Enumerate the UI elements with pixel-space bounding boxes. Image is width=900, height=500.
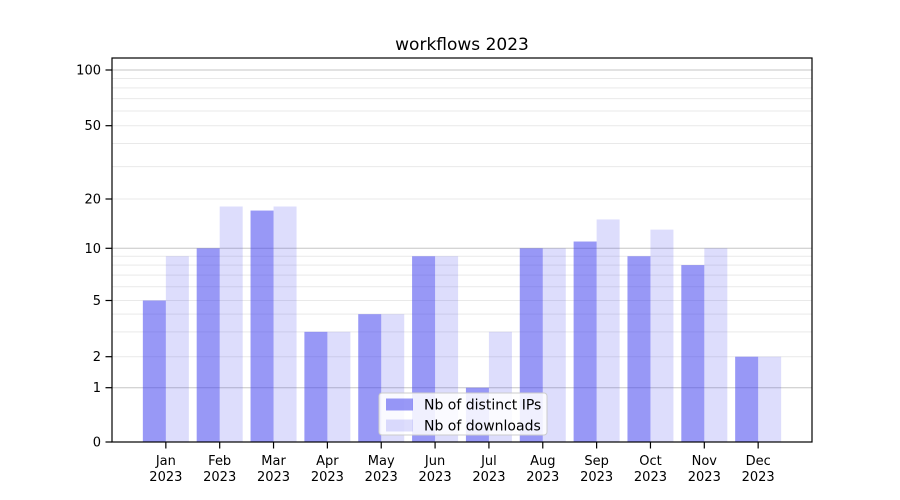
x-tick-label-jan: Jan [155, 454, 176, 469]
legend-swatch-distinct-ips [386, 398, 413, 411]
y-tick-label-50: 50 [84, 119, 101, 134]
bar-downloads-oct [650, 229, 674, 442]
bar-distinct-ips-oct [627, 256, 651, 442]
x-tick-label-sep-year: 2023 [580, 470, 613, 485]
y-tick-label-2: 2 [93, 350, 101, 365]
legend-label-downloads: Nb of downloads [424, 419, 541, 435]
y-tick-label-100: 100 [76, 64, 101, 79]
bar-downloads-dec [758, 356, 782, 442]
legend-label-distinct-ips: Nb of distinct IPs [424, 398, 541, 414]
labels-layer: 0125102050100Jan2023Feb2023Mar2023Apr202… [76, 64, 775, 486]
x-tick-label-jul: Jul [480, 454, 497, 469]
legend-box [378, 392, 548, 436]
y-tick-label-1: 1 [93, 381, 101, 396]
x-tick-label-feb-year: 2023 [203, 470, 236, 485]
x-tick-label-jun-year: 2023 [419, 470, 452, 485]
plot-border [111, 57, 813, 443]
bar-distinct-ips-may [358, 314, 382, 442]
x-tick-label-mar: Mar [261, 454, 286, 469]
x-tick-label-apr: Apr [316, 454, 339, 469]
x-tick-label-nov: Nov [692, 454, 718, 469]
x-tick-label-oct-year: 2023 [634, 470, 667, 485]
x-tick-label-aug-year: 2023 [526, 470, 559, 485]
x-tick-label-feb: Feb [208, 454, 231, 469]
y-tick-label-0: 0 [93, 436, 101, 451]
x-tick-label-jan-year: 2023 [149, 470, 182, 485]
bar-distinct-ips-nov [681, 265, 705, 442]
chart-title: workflows 2023 [395, 35, 529, 55]
axes-layer [105, 57, 813, 449]
bar-distinct-ips-feb [196, 248, 220, 442]
x-tick-label-apr-year: 2023 [311, 470, 344, 485]
x-tick-label-may-year: 2023 [365, 470, 398, 485]
x-tick-label-jul-year: 2023 [472, 470, 505, 485]
y-tick-label-20: 20 [84, 193, 101, 208]
bar-downloads-sep [596, 219, 620, 442]
legend-swatch-downloads [386, 419, 413, 432]
y-tick-label-5: 5 [93, 294, 101, 309]
bar-distinct-ips-sep [573, 241, 597, 442]
x-tick-label-oct: Oct [639, 454, 661, 469]
bar-downloads-jan [165, 256, 189, 442]
bar-distinct-ips-mar [250, 210, 274, 442]
y-tick-label-10: 10 [84, 242, 101, 257]
x-tick-label-dec-year: 2023 [742, 470, 775, 485]
bar-downloads-feb [219, 206, 243, 442]
x-tick-label-aug: Aug [530, 454, 555, 469]
x-tick-label-jun: Jun [424, 454, 445, 469]
x-tick-label-may: May [368, 454, 395, 469]
x-tick-label-dec: Dec [746, 454, 771, 469]
legend: Nb of distinct IPs Nb of downloads [378, 392, 548, 436]
bar-downloads-mar [273, 206, 297, 442]
grid-layer [112, 69, 812, 389]
bar-downloads-nov [704, 248, 728, 442]
x-tick-label-mar-year: 2023 [257, 470, 290, 485]
bar-downloads-apr [327, 331, 351, 442]
bar-distinct-ips-dec [735, 356, 759, 442]
bar-distinct-ips-jan [142, 300, 166, 442]
x-tick-label-sep: Sep [584, 454, 609, 469]
bar-distinct-ips-apr [304, 331, 328, 442]
x-tick-label-nov-year: 2023 [688, 470, 721, 485]
bar-downloads-aug [542, 248, 566, 442]
